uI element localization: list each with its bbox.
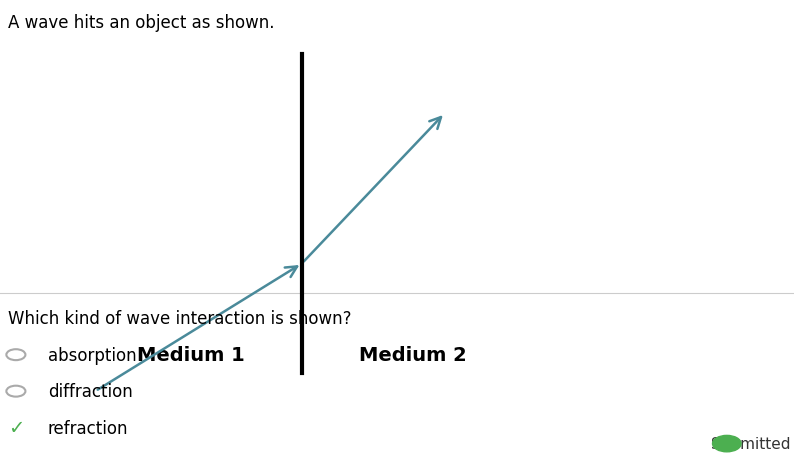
Text: ✓: ✓ [722, 437, 732, 450]
Text: Which kind of wave interaction is shown?: Which kind of wave interaction is shown? [8, 309, 351, 328]
Text: A wave hits an object as shown.: A wave hits an object as shown. [8, 14, 274, 31]
Text: refraction: refraction [48, 419, 128, 437]
Text: ✓: ✓ [8, 418, 24, 437]
Text: absorption: absorption [48, 346, 136, 364]
Text: Medium 1: Medium 1 [137, 345, 245, 364]
Circle shape [713, 435, 741, 452]
Text: Medium 2: Medium 2 [359, 345, 467, 364]
Text: diffraction: diffraction [48, 382, 133, 400]
Text: Submitted: Submitted [711, 436, 790, 451]
